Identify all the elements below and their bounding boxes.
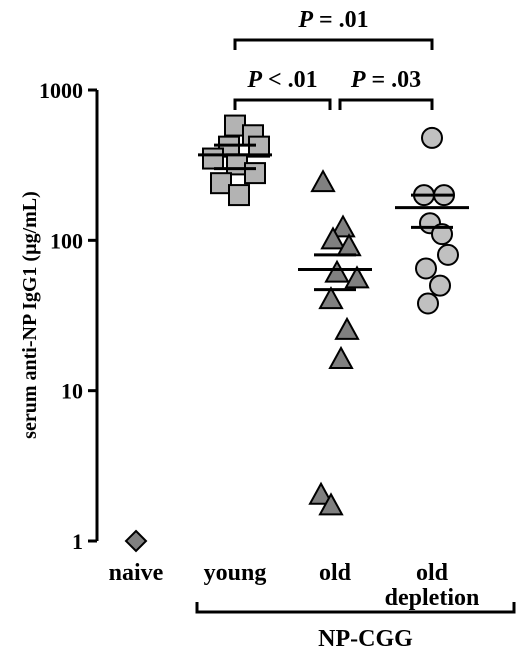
point-old xyxy=(308,481,334,505)
x-category-label: naive xyxy=(109,560,164,586)
x-category-label: old xyxy=(416,560,449,586)
axes: 1 10 100 1000 xyxy=(39,78,99,554)
x-category-label: young xyxy=(204,560,267,586)
point-old xyxy=(328,345,354,369)
x-category-label: old xyxy=(319,560,352,586)
point-old_depletion xyxy=(417,292,439,315)
point-young xyxy=(244,162,266,185)
y-tick-label: 100 xyxy=(50,228,83,253)
point-old_depletion xyxy=(429,274,451,297)
point-old_depletion xyxy=(415,257,437,280)
data-points xyxy=(124,114,459,553)
point-old xyxy=(318,492,344,516)
point-old_depletion xyxy=(437,243,459,266)
point-naive xyxy=(124,529,148,553)
point-old xyxy=(330,214,356,238)
significance-brackets: P = .01 P < .01 P = .03 xyxy=(233,7,434,110)
group-bracket xyxy=(195,602,516,614)
y-tick-label: 1000 xyxy=(39,78,83,103)
significance-bracket xyxy=(233,98,332,110)
p-value-label: P = .03 xyxy=(350,67,421,93)
p-value-label: P = .01 xyxy=(297,7,368,33)
x-category-label: depletion xyxy=(385,585,480,611)
point-old_depletion xyxy=(431,223,453,246)
point-old xyxy=(334,316,360,340)
point-young xyxy=(228,184,250,207)
point-old xyxy=(318,286,344,310)
y-axis-label: serum anti-NP IgG1 (µg/mL) xyxy=(19,191,41,439)
point-old_depletion xyxy=(421,126,443,149)
point-old xyxy=(310,169,336,193)
significance-bracket xyxy=(338,98,434,110)
point-young xyxy=(210,172,232,195)
point-young xyxy=(202,147,224,170)
point-old xyxy=(320,226,346,250)
point-young xyxy=(248,135,270,158)
y-tick-label: 1 xyxy=(72,529,83,554)
point-old xyxy=(324,259,350,283)
point-old xyxy=(344,265,370,289)
group-bracket-label: NP-CGG xyxy=(318,626,413,652)
y-tick-label: 10 xyxy=(61,379,83,404)
mean-sem-bars xyxy=(198,143,469,292)
significance-bracket xyxy=(233,38,434,50)
p-value-label: P < .01 xyxy=(246,67,317,93)
